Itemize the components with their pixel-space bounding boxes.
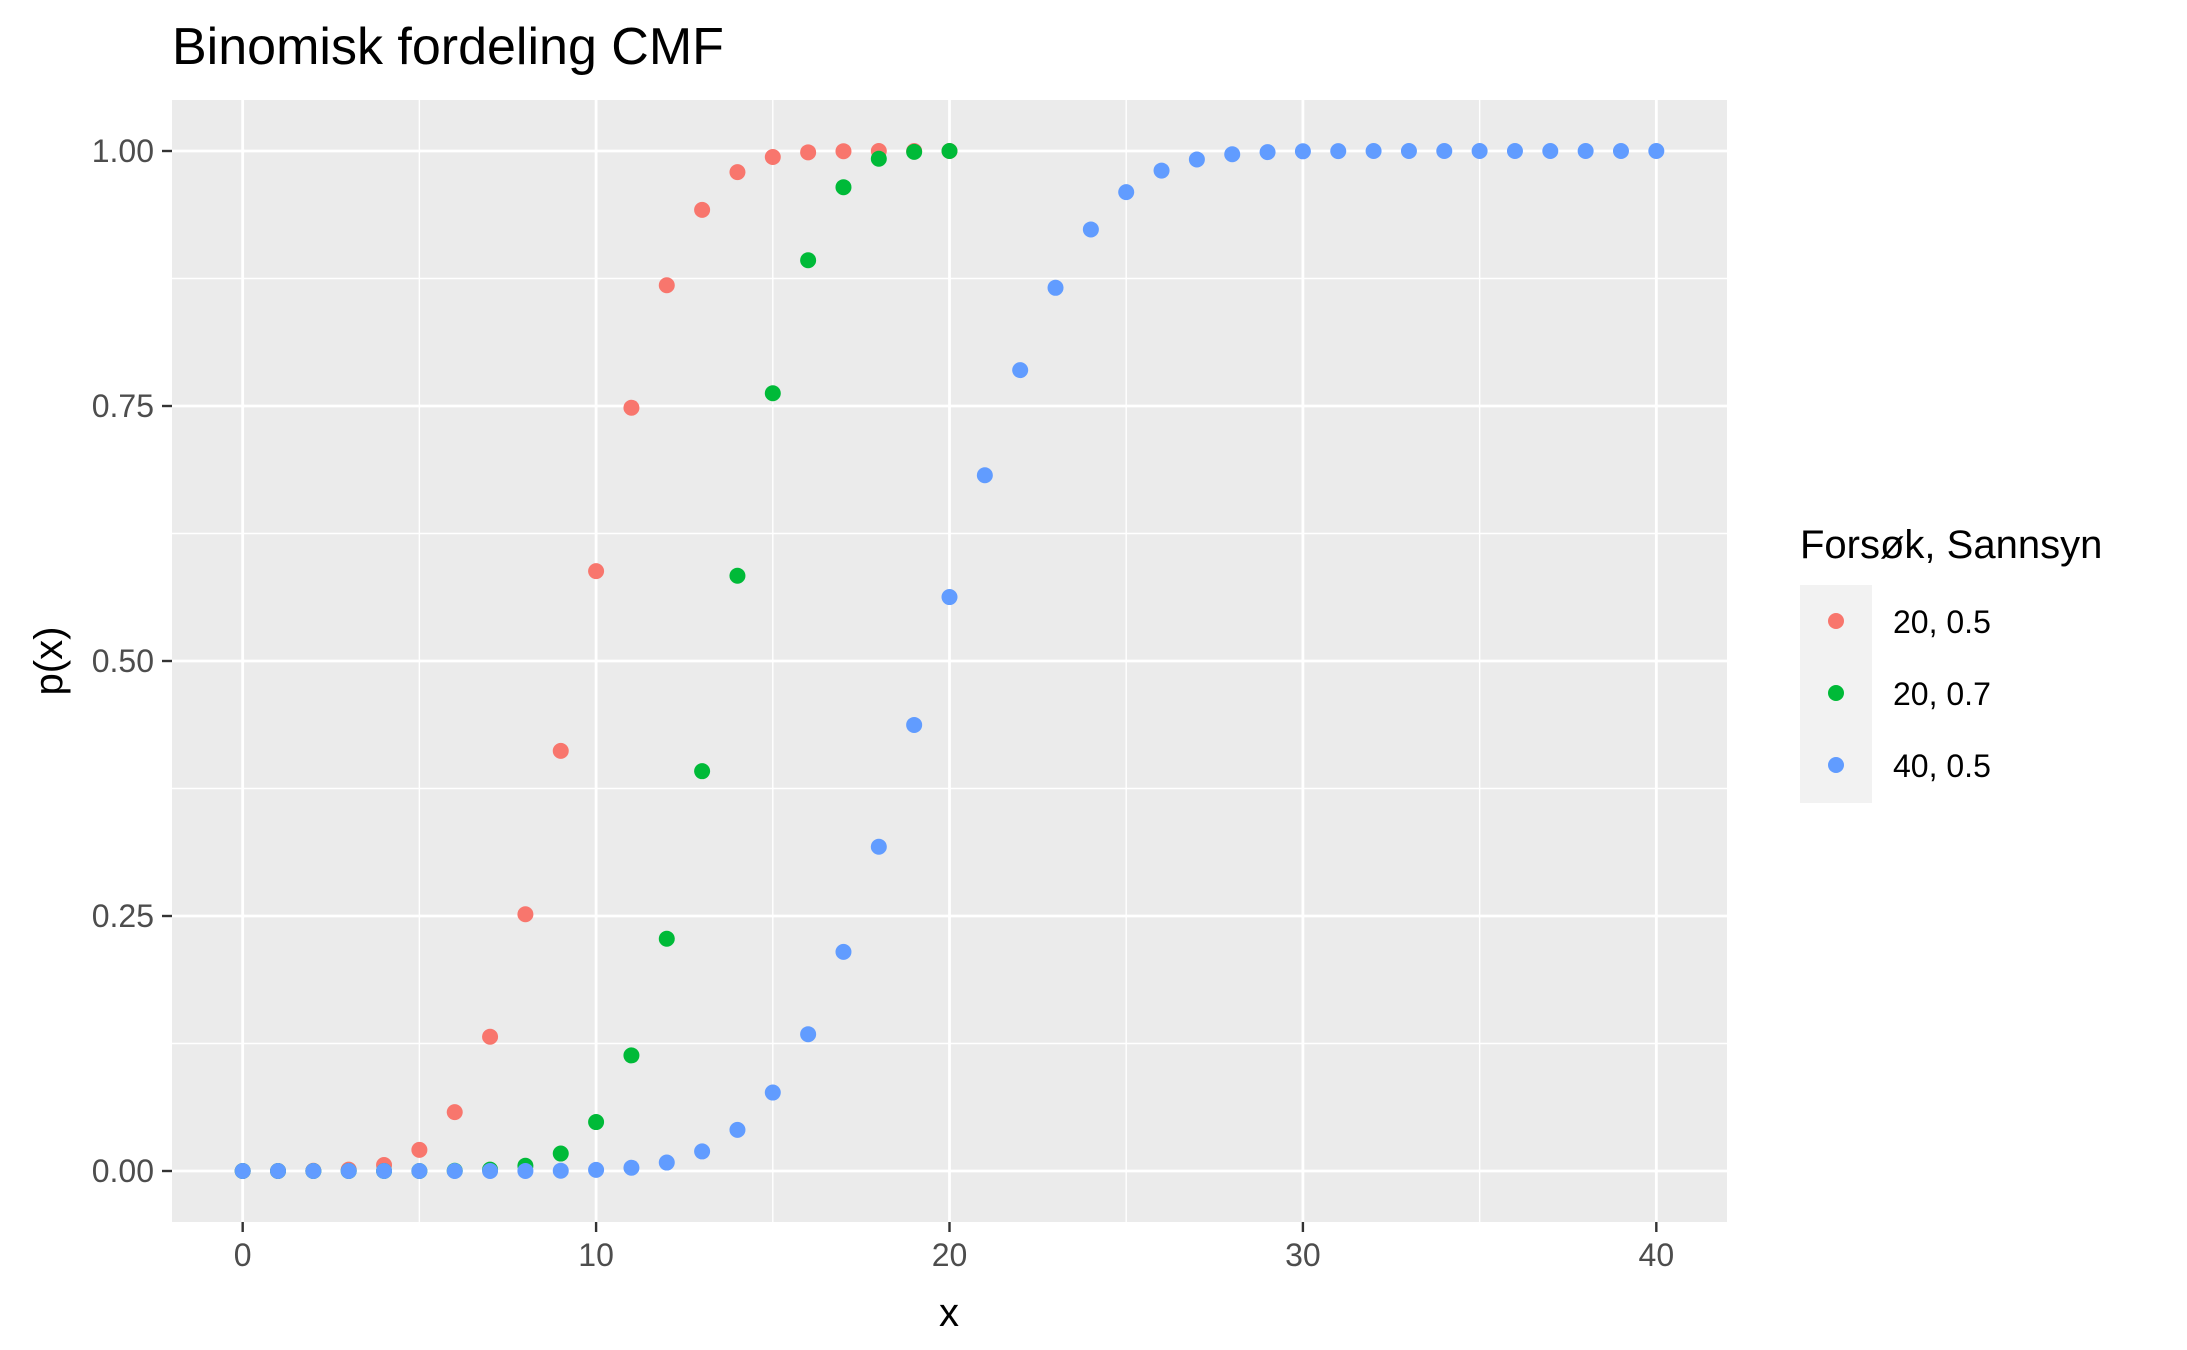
legend-title: Forsøk, Sannsyn [1800, 523, 2102, 567]
y-tick-label: 1.00 [92, 133, 154, 169]
data-point [482, 1162, 499, 1179]
y-axis-title: p(x) [27, 627, 71, 696]
data-point [764, 1084, 781, 1101]
data-point [694, 201, 711, 218]
data-point [1259, 144, 1276, 161]
data-point [552, 1145, 569, 1162]
data-point [729, 567, 746, 584]
x-tick-label: 0 [234, 1237, 252, 1273]
legend: Forsøk, Sannsyn 20, 0.5 20, 0.7 40, 0.5 [1800, 523, 2102, 803]
data-point [234, 1163, 251, 1179]
data-point [305, 1163, 322, 1179]
data-point [1648, 143, 1665, 159]
data-point [340, 1163, 357, 1179]
data-point [658, 930, 675, 947]
data-point [1436, 143, 1453, 159]
data-point [800, 144, 817, 161]
data-point [517, 906, 534, 923]
data-point [411, 1163, 428, 1179]
data-point [694, 763, 711, 780]
data-point [870, 838, 887, 855]
y-tick-label: 0.50 [92, 643, 154, 679]
legend-label-2: 20, 0.7 [1893, 676, 1991, 712]
data-point [482, 1028, 499, 1045]
series-3-points [234, 143, 1665, 1179]
x-tick-label: 30 [1285, 1237, 1321, 1273]
data-point [729, 164, 746, 181]
data-point [906, 143, 923, 160]
data-point [906, 716, 923, 733]
data-point [1047, 279, 1064, 296]
data-point [588, 563, 605, 580]
data-point [1330, 143, 1347, 160]
data-point [588, 1161, 605, 1178]
legend-key-1 [1828, 613, 1844, 629]
data-point [764, 385, 781, 402]
y-tick-label: 0.75 [92, 388, 154, 424]
data-point [1224, 146, 1241, 163]
y-tick-label: 0.25 [92, 898, 154, 934]
data-point [1188, 151, 1205, 168]
data-point [941, 143, 958, 159]
data-point [1118, 184, 1135, 201]
chart-title: Binomisk fordeling CMF [172, 18, 724, 76]
data-point [517, 1162, 534, 1179]
data-point [800, 1026, 817, 1043]
data-point [729, 1121, 746, 1138]
y-tick-label: 0.00 [92, 1153, 154, 1189]
data-point [1577, 143, 1594, 159]
data-point [1082, 221, 1099, 238]
data-point [1612, 143, 1629, 159]
grid-major [172, 100, 1727, 1222]
data-point [1153, 162, 1170, 179]
data-point [1365, 143, 1382, 159]
legend-key-3 [1828, 757, 1844, 773]
legend-key-2 [1828, 685, 1844, 701]
data-point [623, 1047, 640, 1064]
data-point [1400, 143, 1417, 159]
data-point [1294, 143, 1311, 160]
data-point [270, 1163, 287, 1179]
data-point [835, 943, 852, 960]
data-point [623, 399, 640, 416]
x-tick-labels: 0 10 20 30 40 [234, 1237, 1674, 1273]
data-point [941, 589, 958, 606]
data-point [1012, 362, 1029, 379]
x-tick-label: 40 [1639, 1237, 1675, 1273]
data-point [446, 1163, 463, 1179]
data-point [658, 1154, 675, 1171]
data-point [658, 277, 675, 294]
data-point [1506, 143, 1523, 159]
data-point [1542, 143, 1559, 159]
data-point [976, 467, 993, 484]
data-point [552, 1162, 569, 1179]
legend-label-1: 20, 0.5 [1893, 604, 1991, 640]
data-point [588, 1114, 605, 1131]
axis-ticks [162, 149, 1658, 1232]
x-axis-title: x [939, 1291, 959, 1335]
data-point [376, 1163, 393, 1179]
data-point [446, 1104, 463, 1121]
data-point [552, 742, 569, 759]
data-point [411, 1141, 428, 1158]
data-point [800, 252, 817, 269]
data-point [870, 150, 887, 167]
x-tick-label: 10 [578, 1237, 614, 1273]
legend-label-3: 40, 0.5 [1893, 748, 1991, 784]
data-points [234, 143, 1665, 1179]
data-point [1471, 143, 1488, 159]
x-tick-label: 20 [932, 1237, 968, 1273]
y-tick-labels: 0.00 0.25 0.50 0.75 1.00 [92, 133, 154, 1189]
data-point [694, 1143, 711, 1160]
data-point [623, 1159, 640, 1176]
data-point [835, 179, 852, 196]
data-point [835, 143, 852, 160]
legend-items: 20, 0.5 20, 0.7 40, 0.5 [1828, 604, 1991, 784]
data-point [764, 149, 781, 166]
